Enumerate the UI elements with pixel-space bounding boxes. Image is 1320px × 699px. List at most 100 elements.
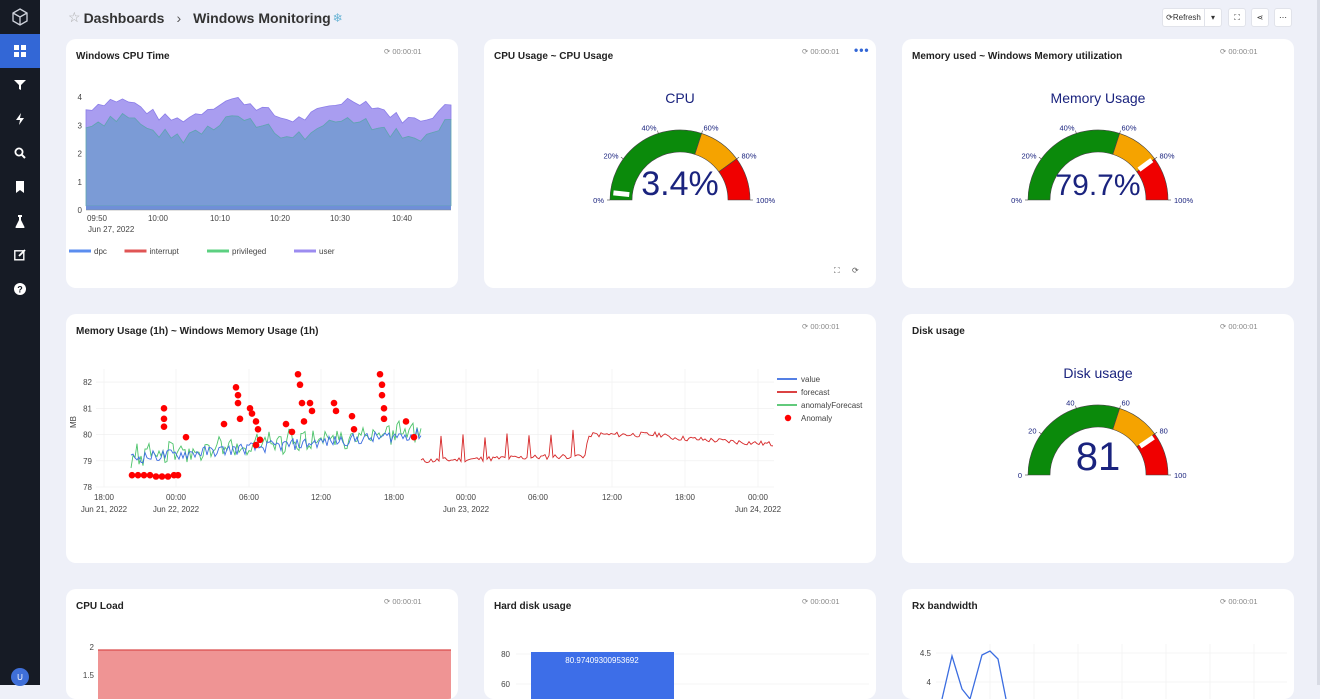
panel-refresh-time: ⟳ 00:00:01 [1220,47,1258,56]
panel-title: CPU Usage ~ CPU Usage [494,51,614,62]
y-tick-label: 1.5 [83,671,95,680]
y-tick-label: 4 [927,678,932,687]
panel-title: Memory Usage (1h) ~ Windows Memory Usage… [76,326,319,337]
panel-rx-bandwidth: Rx bandwidth ⟳ 00:00:01 4 4.5 [902,589,1294,699]
rx-line [941,650,1007,699]
y-axis-label: MB [69,416,78,428]
x-tick-label: 12:00 [602,493,623,502]
panel-menu-button[interactable]: ••• [854,43,870,57]
gauge-tick [657,130,659,134]
filter-icon[interactable] [0,68,40,102]
panel-cpu-load: CPU Load ⟳ 00:00:01 1.5 2 [66,589,458,699]
panel-disk-usage: Disk usage ⟳ 00:00:01 0 20 40 60 80 100 Disk u… [902,314,1294,563]
panel-cpu-time: Windows CPU Time ⟳ 00:00:01 0 1 2 3 4 09:50 10… [66,39,458,288]
gauge-indicator [613,190,630,198]
anomaly-point [294,370,302,378]
panel-refresh-time: ⟳ 00:00:01 [384,597,422,606]
scrollbar[interactable] [1317,0,1320,685]
anomaly-point [380,405,388,412]
anomaly-point [306,399,314,407]
legend-label: anomalyForecast [801,401,863,410]
anomaly-point [232,384,240,391]
panel-refresh-time: ⟳ 00:00:01 [802,322,840,331]
anomaly-point [330,399,338,407]
anomaly-point [182,433,190,441]
y-tick-label: 2 [78,150,83,159]
anomaly-point [248,410,256,417]
legend-label: privileged [232,247,266,256]
x-tick-label: 18:00 [94,493,115,502]
anomaly-point [134,471,142,479]
bar-data-label: 80.97409300953692 [565,656,639,665]
help-icon[interactable]: ? [0,272,40,306]
gauge-tick [1038,156,1042,160]
x-tick-label: 10:30 [330,214,351,223]
gauge-tick-label: 0% [593,196,604,205]
anomaly-point [380,415,388,423]
panel-refresh-time: ⟳ 00:00:01 [802,47,840,56]
breadcrumb-root[interactable]: Dashboards [83,9,165,26]
gauge-value: 3.4% [641,165,719,203]
gauge-value: 81 [1076,435,1121,479]
x-tick-label: 18:00 [384,493,405,502]
x-tick-label: 10:20 [270,214,291,223]
page-title: Windows Monitoring [193,9,331,26]
gauge-tick [1119,405,1121,409]
panel-refresh-time: ⟳ 00:00:01 [1220,597,1258,606]
panel-memory-used: Memory used ~ Windows Memory utilization… [902,39,1294,288]
fullscreen-button[interactable]: ⛶ [1228,8,1246,27]
panel-title: Rx bandwidth [912,601,978,612]
breadcrumb: ☆ Dashboards › Windows Monitoring ❄ [68,9,343,26]
avatar[interactable]: U [11,668,29,686]
flask-icon[interactable] [0,204,40,238]
x-sub-label: Jun 23, 2022 [443,505,490,514]
gauge-tick-label: 100% [1174,196,1194,205]
bookmark-icon[interactable] [0,170,40,204]
anomaly-point [296,381,304,389]
legend-label: interrupt [150,247,180,256]
more-button[interactable]: ⋯ [1274,8,1292,27]
edit-icon[interactable] [0,238,40,272]
anomaly-point [282,420,290,428]
share-button[interactable]: ⋖ [1251,8,1269,27]
x-tick-label: 00:00 [166,493,187,502]
x-tick-label: 18:00 [675,493,696,502]
logo-icon[interactable] [0,0,40,34]
anomaly-point [236,415,244,423]
dpc-area [86,205,451,210]
refresh-button[interactable]: ⟳Refresh [1162,8,1204,27]
x-tick-label: 06:00 [528,493,549,502]
anomaly-point [234,391,242,399]
anomaly-point [308,407,316,415]
x-sub-label: Jun 21, 2022 [81,505,128,514]
anomaly-point [288,428,296,436]
refresh-icon[interactable]: ⟳ [852,266,859,275]
cpu-gauge: 0% 20% 40% 60% 80% 100% CPU 3.4% [593,90,776,205]
refresh-dropdown-button[interactable]: ▾ [1204,8,1222,27]
gauge-tick-label: 80% [1159,151,1174,160]
gauge-tick [736,156,740,160]
gauge-title: Disk usage [1063,365,1132,381]
anomaly-point [234,399,242,407]
anomaly-point [160,423,168,430]
y-tick-label: 4.5 [920,649,932,658]
x-tick-label: 09:50 [87,214,108,223]
gauge-tick [1154,431,1158,435]
gauge-tick-label: 100% [756,196,776,205]
lightning-icon[interactable] [0,102,40,136]
star-icon[interactable]: ☆ [68,9,81,25]
x-sub-label: Jun 24, 2022 [735,505,782,514]
y-tick-label: 80 [83,431,92,440]
gauge-title: Memory Usage [1051,90,1146,106]
panel-title: Disk usage [912,326,965,337]
gauge-tick [1075,405,1077,409]
gauge-tick [620,156,624,160]
gauge-tick [1038,431,1042,435]
fullscreen-icon[interactable]: ⛶ [834,266,840,275]
y-tick-label: 3 [78,121,83,130]
gauge-tick [1154,156,1158,160]
y-tick-label: 79 [83,457,92,466]
anomaly-point [152,473,160,480]
dashboards-icon[interactable] [0,34,40,68]
search-icon[interactable] [0,136,40,170]
